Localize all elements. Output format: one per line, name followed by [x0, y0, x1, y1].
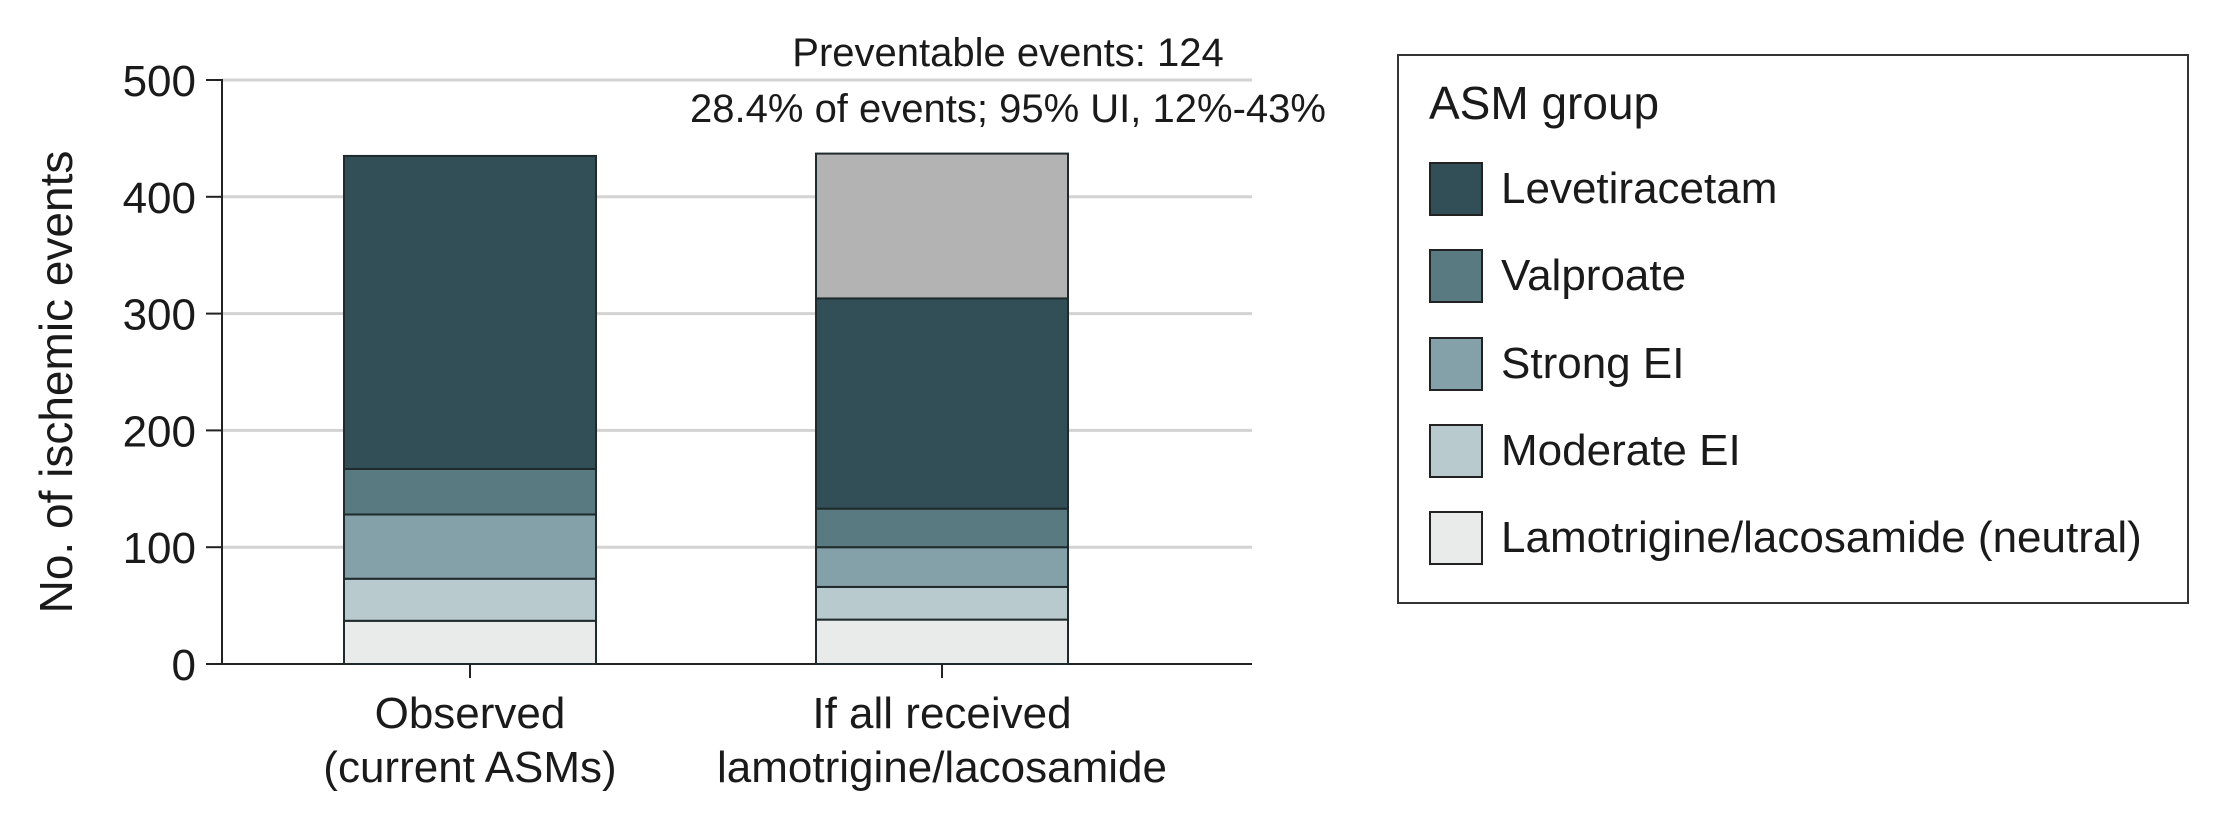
y-tick-label: 0	[172, 641, 196, 690]
legend-label-valproate: Valproate	[1501, 251, 1687, 300]
legend-swatch-lamotrigine-lacosamide	[1429, 511, 1483, 565]
legend-item-valproate: Valproate	[1429, 249, 2169, 305]
legend-item-moderate-ei: Moderate EI	[1429, 424, 2169, 480]
x-tick-label: Observed	[375, 689, 566, 738]
y-tick-label: 400	[123, 174, 196, 223]
bar-segment-preventable-events	[815, 152, 1069, 300]
stacked-bar-chart: 0 100 200 300 400 500 No. of ischemic events Ob…	[30, 31, 1326, 792]
legend-swatch-levetiracetam	[1429, 162, 1483, 216]
bar-segment-valproate	[815, 507, 1069, 549]
y-tick-label: 300	[123, 291, 196, 340]
bar-segment-valproate	[343, 467, 597, 516]
bar-segment-strong-ei	[815, 546, 1069, 588]
y-tick-label: 100	[123, 524, 196, 573]
bar-segment-levetiracetam	[343, 154, 597, 470]
annotation-uncertainty-interval: 28.4% of events; 95% UI, 12%-43%	[690, 87, 1326, 131]
y-axis-title: No. of ischemic events	[30, 151, 82, 614]
legend-title: ASM group	[1429, 77, 1660, 129]
legend-item-lamotrigine-lacosamide: Lamotrigine/lacosamide (neutral)	[1429, 511, 2169, 567]
x-tick-label: (current ASMs)	[323, 743, 616, 792]
bar-segment-strong-ei	[343, 513, 597, 580]
legend-label-strong-ei: Strong EI	[1501, 339, 1685, 388]
legend-item-levetiracetam: Levetiracetam	[1429, 162, 2169, 218]
legend-label-lamotrigine-lacosamide: Lamotrigine/lacosamide (neutral)	[1501, 513, 2142, 562]
x-tick-label: lamotrigine/lacosamide	[717, 743, 1167, 792]
legend-label-moderate-ei: Moderate EI	[1501, 426, 1741, 475]
legend-swatch-moderate-ei	[1429, 424, 1483, 478]
legend: ASM group Levetiracetam Valproate Strong…	[1397, 54, 2189, 604]
annotation-preventable-events: Preventable events: 124	[792, 31, 1223, 75]
bar-segment-lamotrigine-lacosamide-neutral	[815, 618, 1069, 666]
bar-segment-levetiracetam	[815, 297, 1069, 510]
y-tick-label: 500	[123, 57, 196, 106]
bar-segment-moderate-ei	[343, 577, 597, 622]
legend-swatch-strong-ei	[1429, 337, 1483, 391]
bar-segment-moderate-ei	[815, 585, 1069, 621]
legend-swatch-valproate	[1429, 249, 1483, 303]
legend-item-strong-ei: Strong EI	[1429, 337, 2169, 393]
y-tick-label: 200	[123, 407, 196, 456]
x-tick-label: If all received	[812, 689, 1071, 738]
legend-label-levetiracetam: Levetiracetam	[1501, 164, 1778, 213]
bar-segment-lamotrigine-lacosamide-neutral	[343, 619, 597, 665]
